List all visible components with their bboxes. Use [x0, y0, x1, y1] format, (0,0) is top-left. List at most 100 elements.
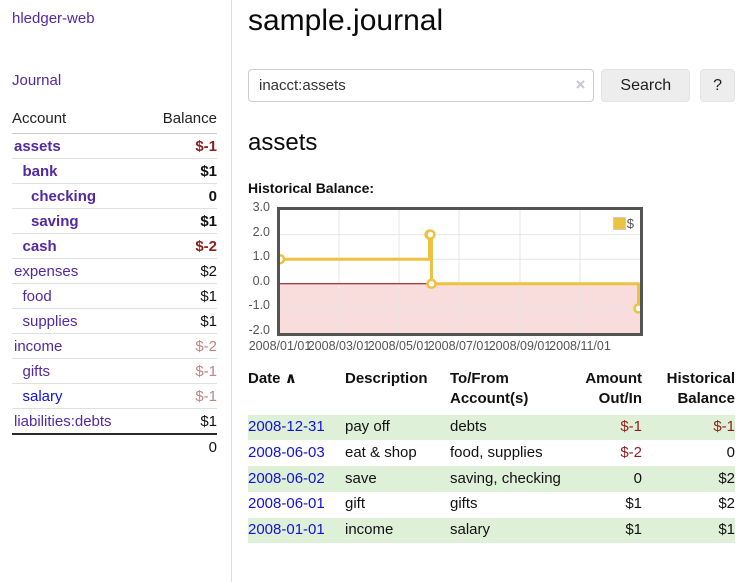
account-balance: $-2 [195, 337, 217, 355]
sidebar-account-link[interactable]: food [22, 287, 52, 305]
transaction-balance-cell: $-1 [642, 414, 735, 441]
app-brand-link[interactable]: hledger-web [12, 10, 95, 27]
legend-swatch-icon [612, 217, 626, 230]
transaction-row: 2008-12-31 pay off debts $-1 $-1 [248, 414, 735, 441]
account-balance: $1 [200, 212, 217, 230]
account-row: cash $-2 [12, 233, 217, 259]
transaction-date-link[interactable]: 2008-01-01 [248, 521, 325, 538]
chart-legend: $ [610, 215, 636, 232]
account-balance: $1 [200, 287, 217, 305]
x-tick-label: 2008/07/01 [427, 339, 491, 353]
y-tick-label: 2.0 [252, 224, 270, 239]
sidebar-account-link[interactable]: income [14, 337, 63, 355]
transaction-amount-cell: $-1 [568, 414, 642, 441]
accounts-table: Account Balance assets $-1 bank $1 checking 0… [12, 106, 217, 460]
chart-x-axis-labels: 2008/01/01 2008/03/01 2008/05/01 2008/07/01… [249, 339, 640, 355]
sidebar-account-link[interactable]: expenses [14, 262, 79, 280]
transaction-date-link[interactable]: 2008-12-31 [248, 418, 325, 435]
y-tick-label: 3.0 [252, 200, 270, 214]
transaction-date-cell: 2008-06-02 [248, 466, 345, 492]
transaction-description-cell: save [345, 466, 450, 492]
transaction-row: 2008-06-03 eat & shop food, supplies $-2 0 [248, 440, 735, 466]
accounts-total-value: 0 [144, 433, 217, 460]
search-button[interactable]: Search [601, 69, 691, 102]
account-row: bank $1 [12, 158, 217, 184]
x-tick-label: 2008/03/01 [307, 339, 371, 353]
sidebar-account-link[interactable]: liabilities:debts [14, 412, 112, 430]
register-header-amount: Amount Out/In [585, 370, 642, 408]
chart-plot-area: $ [277, 207, 643, 336]
sidebar-account-link[interactable]: cash [22, 237, 57, 255]
account-balance: $1 [200, 412, 217, 430]
transaction-row: 2008-06-01 gift gifts $1 $2 [248, 492, 735, 518]
sidebar-account-link[interactable]: assets [14, 137, 61, 155]
y-tick-label: -1.0 [248, 298, 270, 313]
account-row: saving $1 [12, 208, 217, 234]
account-row: liabilities:debts $1 [12, 408, 217, 434]
account-row: gifts $-1 [12, 358, 217, 384]
transaction-amount-cell: $1 [625, 495, 642, 513]
transaction-amount-cell: $-2 [620, 443, 642, 461]
search-form: × Search ? [248, 69, 735, 102]
transaction-date-cell: 2008-01-01 [248, 517, 345, 544]
y-tick-label: 0.0 [252, 273, 270, 288]
transaction-row: 2008-06-02 save saving, checking 0 $2 [248, 466, 735, 492]
account-balance: $-1 [195, 362, 217, 380]
transaction-date-cell: 2008-06-03 [248, 440, 345, 466]
register-header-balance: Historical Balance [666, 370, 735, 408]
transaction-date-cell: 2008-12-31 [248, 414, 345, 441]
transaction-balance-cell: 0 [726, 443, 735, 461]
sidebar-account-link[interactable]: gifts [22, 362, 51, 380]
account-row: expenses $2 [12, 258, 217, 284]
transaction-accounts-cell: food, supplies [450, 443, 543, 461]
account-heading: assets [248, 129, 318, 156]
account-row: food $1 [12, 283, 217, 309]
account-balance: $-2 [195, 237, 217, 255]
clear-search-icon[interactable]: × [575, 75, 586, 94]
transaction-date-link[interactable]: 2008-06-03 [248, 443, 325, 461]
transaction-accounts-cell: saving, checking [450, 466, 568, 492]
transaction-description-cell: pay off [345, 414, 450, 441]
sidebar-item-journal[interactable]: Journal [12, 72, 62, 89]
transaction-amount-cell: 0 [568, 466, 642, 492]
register-header-date[interactable]: Date ∧ [248, 370, 297, 387]
register-header-accounts: To/From Account(s) [450, 370, 529, 408]
historical-balance-chart: 3.0 2.0 1.0 0.0 -1.0 -2.0 $ 2008/01/01 2008/03… [248, 200, 735, 355]
chart-y-axis-labels: 3.0 2.0 1.0 0.0 -1.0 -2.0 [248, 200, 273, 337]
account-row: supplies $1 [12, 308, 217, 334]
register-header-description: Description [345, 370, 428, 387]
accounts-header-account: Account [12, 106, 145, 134]
register-table: Date ∧ Description To/From Account(s) Am… [248, 366, 735, 544]
transaction-description-cell: income [345, 517, 450, 544]
account-row: assets $-1 [12, 134, 217, 159]
sidebar-account-link[interactable]: supplies [22, 312, 78, 330]
transaction-accounts-cell: debts [450, 414, 568, 441]
x-tick-label: 2008/05/01 [367, 339, 431, 353]
sidebar-account-link[interactable]: checking [31, 187, 97, 205]
transaction-row: 2008-01-01 income salary $1 $1 [248, 517, 735, 544]
transaction-accounts-cell: salary [450, 517, 568, 544]
main-content: sample.journal × Search ? assets Histori… [248, 0, 742, 544]
sidebar-account-link[interactable]: saving [31, 212, 79, 230]
transaction-amount-cell: $1 [568, 517, 642, 544]
transaction-accounts-cell: gifts [450, 495, 478, 513]
transaction-date-link[interactable]: 2008-06-02 [248, 469, 325, 487]
transaction-balance-cell: $1 [642, 517, 735, 544]
transaction-description-cell: gift [345, 495, 366, 513]
chart-title: Historical Balance: [248, 180, 375, 196]
account-row: income $-2 [12, 333, 217, 359]
transaction-date-link[interactable]: 2008-06-01 [248, 495, 325, 513]
account-balance: $1 [200, 312, 217, 330]
sidebar-account-link[interactable]: salary [22, 387, 63, 405]
y-tick-label: 1.0 [252, 249, 270, 264]
legend-label: $ [626, 216, 634, 231]
sort-ascending-icon: ∧ [284, 370, 297, 387]
sidebar-account-link[interactable]: bank [22, 162, 58, 180]
accounts-total-row: 0 [12, 433, 217, 460]
transaction-balance-cell: $2 [718, 495, 735, 513]
account-balance: $2 [200, 262, 217, 280]
accounts-header-balance: Balance [144, 106, 217, 134]
account-row: salary $-1 [12, 383, 217, 409]
help-button[interactable]: ? [700, 69, 735, 102]
search-input[interactable] [248, 69, 595, 102]
